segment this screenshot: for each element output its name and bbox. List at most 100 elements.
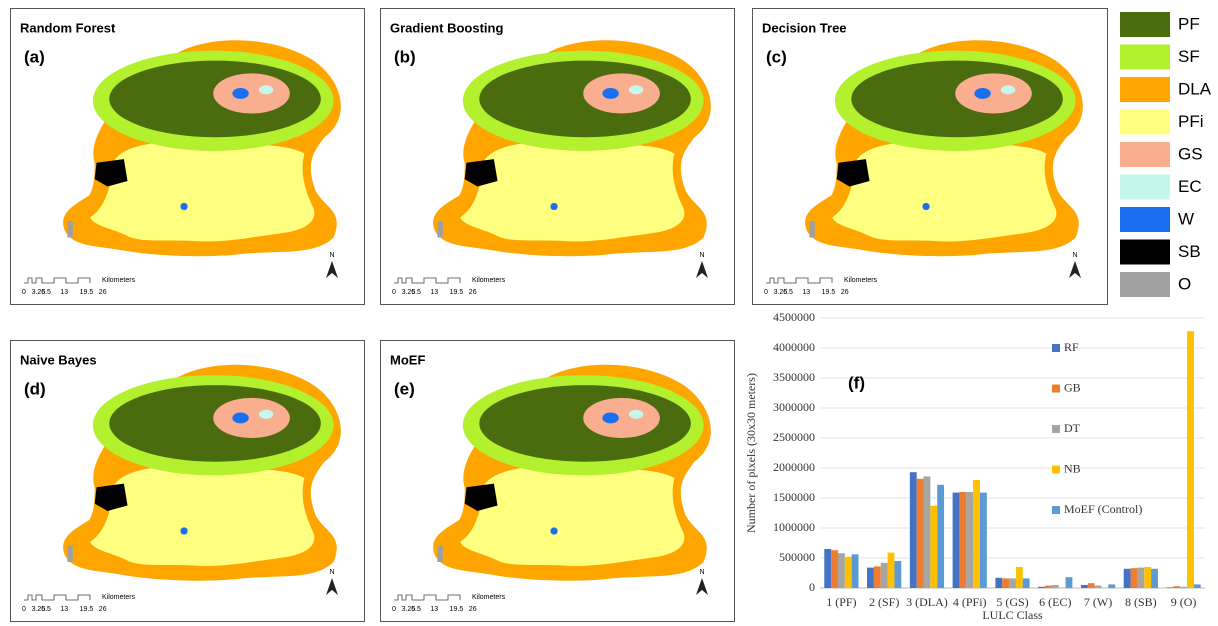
bar [980, 493, 987, 588]
y-tick-label: 1500000 [773, 490, 815, 504]
bar [1173, 586, 1180, 588]
scale-label: 26 [469, 606, 477, 613]
legend-label: PF [1178, 14, 1200, 33]
bar [874, 566, 881, 588]
legend-swatch [1120, 45, 1170, 70]
map-title: Gradient Boosting [390, 20, 503, 35]
legend-label: GB [1064, 380, 1081, 394]
legend-swatch [1052, 344, 1060, 352]
north-label: N [329, 252, 334, 259]
x-tick-label: 7 (W) [1084, 595, 1112, 609]
bar [1081, 585, 1088, 588]
scale-label: 0 [22, 606, 26, 613]
bar [930, 506, 937, 588]
legend-label: PFi [1178, 112, 1204, 131]
bar [1124, 569, 1131, 588]
bar [924, 476, 931, 588]
x-tick-label: 4 (PFi) [953, 595, 987, 609]
scale-label: 0 [22, 289, 26, 296]
legend-swatch [1120, 272, 1170, 297]
bar [1009, 578, 1016, 588]
legend-swatch [1120, 175, 1170, 200]
bar [1101, 587, 1108, 588]
bar [1059, 587, 1066, 588]
y-tick-label: 0 [809, 580, 815, 594]
legend-swatch [1120, 207, 1170, 232]
legend-swatch [1120, 77, 1170, 102]
scale-label: 13 [430, 606, 438, 613]
panel-label: (b) [394, 47, 416, 66]
legend-label: NB [1064, 461, 1081, 475]
scale-label: 6.5 [411, 289, 421, 296]
scale-label: 6.5 [411, 606, 421, 613]
bar [845, 557, 852, 588]
panel-label: (e) [394, 379, 415, 398]
bar [1023, 578, 1030, 588]
scale-label: 19.5 [822, 289, 836, 296]
y-tick-label: 4500000 [773, 310, 815, 324]
bar [1088, 583, 1095, 588]
y-axis-title: Number of pixels (30x30 meters) [744, 373, 758, 533]
legend-swatch [1120, 12, 1170, 37]
legend-label: SB [1178, 242, 1201, 261]
x-tick-label: 8 (SB) [1125, 595, 1157, 609]
map-panel: Decision Tree(c)03.256.51319.526Kilomete… [753, 9, 1108, 305]
legend-label: DT [1064, 421, 1081, 435]
legend-swatch [1120, 240, 1170, 265]
scale-label: 0 [392, 606, 396, 613]
north-label: N [699, 252, 704, 259]
north-label: N [699, 569, 704, 576]
legend-swatch [1120, 142, 1170, 167]
bar [1167, 587, 1174, 588]
bar [973, 480, 980, 588]
bar [867, 568, 874, 588]
x-tick-label: 9 (O) [1171, 595, 1197, 609]
scale-label: 6.5 [783, 289, 793, 296]
legend-swatch [1052, 506, 1060, 514]
y-tick-label: 1000000 [773, 520, 815, 534]
legend-label: EC [1178, 177, 1202, 196]
panel-label: (c) [766, 47, 787, 66]
scale-label: 19.5 [80, 606, 94, 613]
bar [888, 553, 895, 588]
bar [1144, 567, 1151, 588]
figure: Random Forest(a)03.256.51319.526Kilomete… [0, 0, 1218, 626]
scale-label: 19.5 [80, 289, 94, 296]
panel-label: (a) [24, 47, 45, 66]
bar [1038, 587, 1045, 588]
scale-label: 0 [392, 289, 396, 296]
bar [852, 554, 859, 588]
x-tick-label: 2 (SF) [869, 595, 899, 609]
bar [894, 561, 901, 588]
bar [1180, 587, 1187, 588]
map-panel: MoEF(e)03.256.51319.526KilometersN [381, 341, 735, 622]
y-tick-label: 3500000 [773, 370, 815, 384]
legend-swatch [1052, 466, 1060, 474]
scale-label: 26 [469, 289, 477, 296]
scale-label: 13 [60, 606, 68, 613]
scale-label: 6.5 [41, 289, 51, 296]
panel-label: (d) [24, 379, 46, 398]
scale-label: 26 [99, 289, 107, 296]
map-title: Decision Tree [762, 20, 847, 35]
legend-label: RF [1064, 340, 1079, 354]
legend-swatch [1120, 110, 1170, 135]
y-tick-label: 4000000 [773, 340, 815, 354]
scale-label: 13 [60, 289, 68, 296]
bar [1095, 586, 1102, 588]
bar [824, 549, 831, 588]
legend-label: DLA [1178, 79, 1212, 98]
legend-label: MoEF (Control) [1064, 502, 1142, 516]
scale-label: 13 [430, 289, 438, 296]
legend-swatch [1052, 385, 1060, 393]
bar [995, 578, 1002, 588]
bar [1066, 577, 1073, 588]
bar [953, 493, 960, 588]
scale-label: 0 [764, 289, 768, 296]
bar [937, 485, 944, 588]
scale-unit: Kilometers [472, 277, 506, 284]
x-tick-label: 6 (EC) [1039, 595, 1071, 609]
scale-unit: Kilometers [472, 594, 506, 601]
